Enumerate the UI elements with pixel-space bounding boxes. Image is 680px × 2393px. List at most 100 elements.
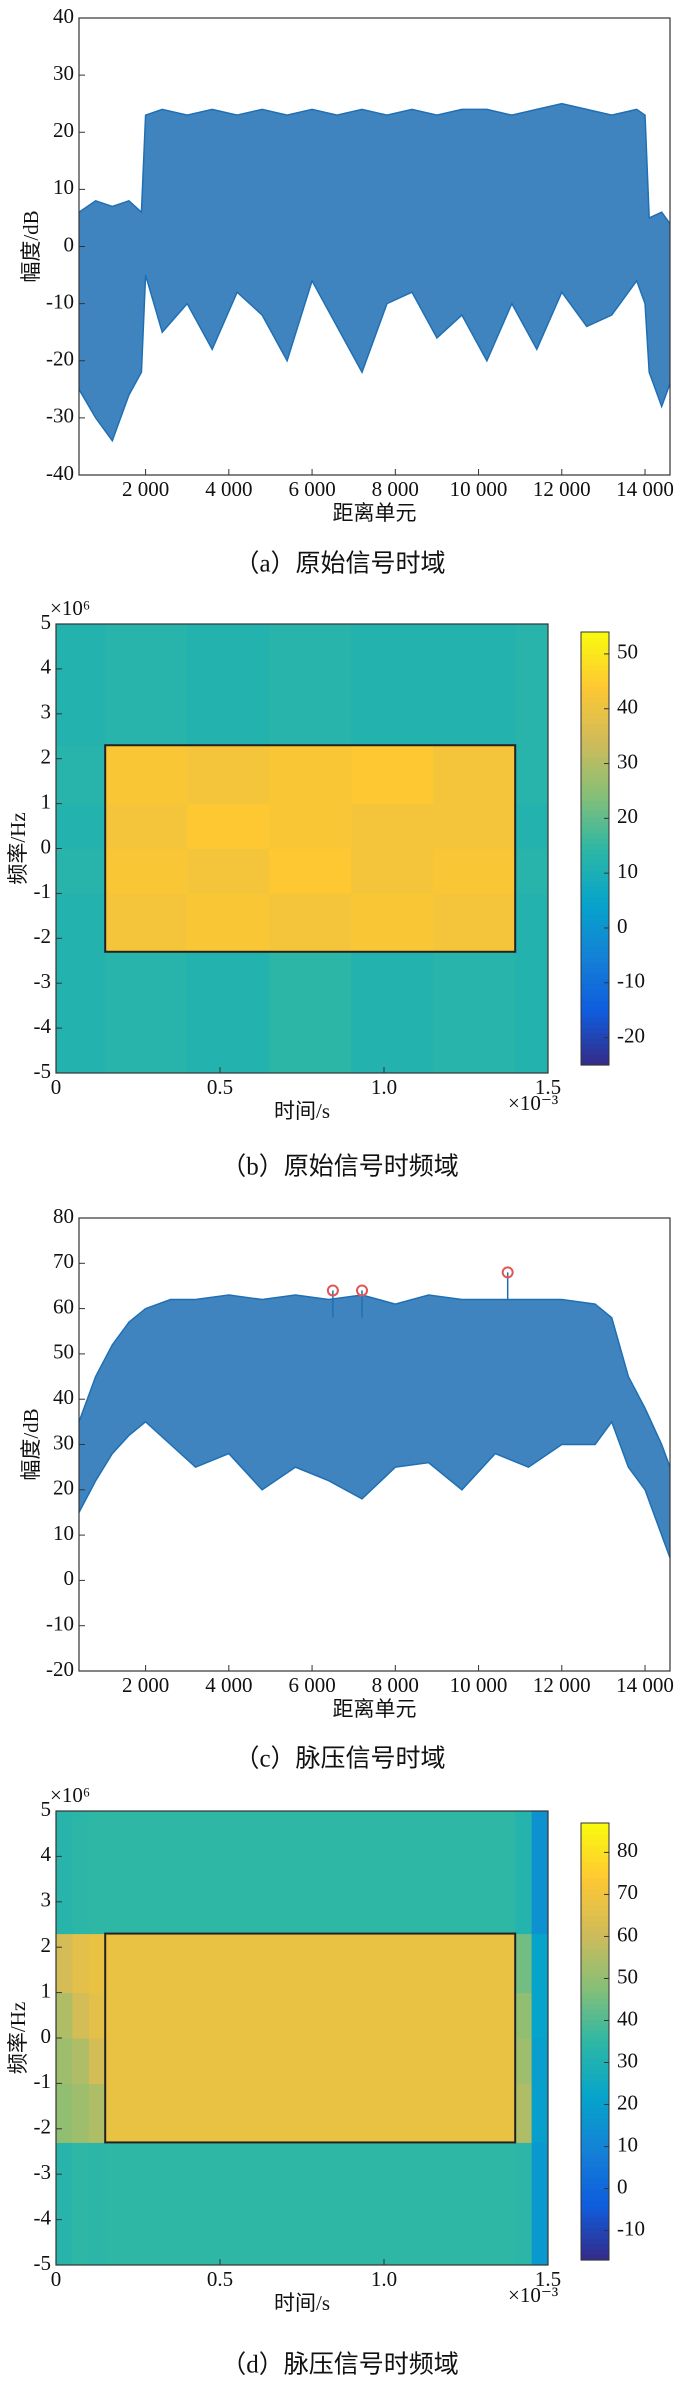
colorbar-frame bbox=[580, 631, 610, 1066]
colorbar-tick-label: 80 bbox=[617, 1838, 638, 1862]
y-tick-label: 0 bbox=[41, 2024, 52, 2048]
colorbar-segment bbox=[581, 702, 609, 709]
heat-cell bbox=[269, 745, 352, 805]
colorbar-segment bbox=[581, 1992, 609, 1999]
colorbar-tick-label: 50 bbox=[617, 1964, 638, 1988]
heat-cell bbox=[515, 848, 549, 894]
colorbar-segment bbox=[581, 886, 609, 893]
heat-cell bbox=[515, 1933, 533, 1994]
signal-line bbox=[78, 274, 671, 443]
heat-cell bbox=[269, 803, 352, 849]
colorbar-segment bbox=[581, 1997, 609, 2004]
colorbar-segment bbox=[581, 1921, 609, 1928]
colorbar-tick-label: 20 bbox=[617, 804, 638, 828]
colorbar-segment bbox=[581, 2057, 609, 2064]
colorbar-segment bbox=[581, 2210, 609, 2217]
caption: （d）脉压信号时频域 bbox=[221, 2351, 459, 2379]
heat-cell bbox=[433, 848, 516, 894]
y-axis-label: 幅度/dB bbox=[19, 1408, 43, 1480]
colorbar-segment bbox=[581, 1861, 609, 1868]
heat-cell bbox=[187, 893, 270, 953]
colorbar-segment bbox=[581, 2188, 609, 2196]
colorbar-segment bbox=[581, 696, 609, 703]
y-tick-label: -40 bbox=[46, 461, 74, 485]
colorbar-segment bbox=[581, 2254, 609, 2261]
colorbar-segment bbox=[581, 1054, 609, 1061]
colorbar-segment bbox=[581, 1850, 609, 1857]
y-tick-label: 5 bbox=[41, 610, 52, 634]
colorbar-segment bbox=[581, 843, 609, 850]
colorbar-segment bbox=[581, 908, 609, 915]
heat-cell bbox=[433, 745, 516, 805]
colorbar-segment bbox=[581, 2232, 609, 2239]
colorbar-segment bbox=[581, 799, 609, 806]
colorbar-segment bbox=[581, 664, 609, 671]
colorbar-segment bbox=[581, 2139, 609, 2146]
x-tick-label: 0 bbox=[51, 2267, 62, 2291]
y-tick-label: -10 bbox=[46, 1612, 74, 1636]
colorbar-segment bbox=[581, 1823, 609, 1830]
colorbar-segment bbox=[581, 1883, 609, 1890]
x-tick-label: 1.0 bbox=[371, 1075, 397, 1099]
heat-cell bbox=[72, 2083, 90, 2143]
y-tick-label: -5 bbox=[34, 2251, 52, 2275]
colorbar-segment bbox=[581, 740, 609, 747]
peak-marker bbox=[501, 1266, 514, 1279]
heat-cell bbox=[515, 2142, 533, 2266]
colorbar-segment bbox=[581, 642, 609, 649]
colorbar-segment bbox=[581, 675, 609, 682]
colorbar-segment bbox=[581, 897, 609, 904]
colorbar-tick-label: 10 bbox=[617, 2132, 638, 2156]
x-tick-label: 0.5 bbox=[207, 2267, 233, 2291]
colorbar-segment bbox=[581, 1844, 609, 1851]
y-tick-label: 2 bbox=[41, 745, 52, 769]
colorbar-segment bbox=[581, 2205, 609, 2212]
colorbar-segment bbox=[581, 1877, 609, 1884]
heat-cell bbox=[269, 893, 352, 953]
colorbar-segment bbox=[581, 972, 609, 979]
colorbar-segment bbox=[581, 1894, 609, 1901]
heat-cell bbox=[72, 1811, 90, 1935]
heat-cell bbox=[515, 1992, 533, 2039]
heat-cell bbox=[88, 2038, 106, 2084]
colorbar-segment bbox=[581, 2134, 609, 2141]
colorbar-segment bbox=[581, 1005, 609, 1012]
heat-cell bbox=[56, 2083, 73, 2143]
y-axis-label: 频率/Hz bbox=[6, 812, 30, 884]
x-tick-label: 8 000 bbox=[372, 1673, 419, 1697]
y-tick-label: 50 bbox=[53, 1340, 74, 1364]
peak-marker bbox=[356, 1284, 369, 1297]
x-axis-label: 时间/s bbox=[274, 1099, 330, 1123]
colorbar-segment bbox=[581, 2107, 609, 2114]
colorbar-segment bbox=[581, 1000, 609, 1007]
heat-cell bbox=[515, 893, 549, 953]
y-tick-label: 40 bbox=[53, 4, 74, 28]
y-tick-label: 10 bbox=[53, 175, 74, 199]
colorbar-segment bbox=[581, 2156, 609, 2163]
colorbar-segment bbox=[581, 983, 609, 990]
heat-cell bbox=[351, 745, 434, 805]
colorbar-segment bbox=[581, 929, 609, 936]
colorbar-segment bbox=[581, 805, 609, 812]
heat-cell bbox=[351, 848, 434, 894]
y-tick-label: 3 bbox=[41, 1888, 52, 1912]
colorbar-segment bbox=[581, 1833, 609, 1840]
colorbar-segment bbox=[581, 2178, 609, 2185]
heat-cell bbox=[515, 803, 549, 849]
colorbar-segment bbox=[581, 2172, 609, 2179]
colorbar-segment bbox=[581, 761, 609, 768]
heat-cell bbox=[515, 2083, 533, 2143]
colorbar-tick-label: -10 bbox=[617, 2216, 645, 2240]
y-tick-label: 1 bbox=[41, 1978, 52, 2002]
x-tick-label: 6 000 bbox=[288, 477, 335, 501]
colorbar-segment bbox=[581, 2046, 609, 2054]
y-multiplier: ×10⁶ bbox=[50, 596, 90, 620]
y-tick-label: 20 bbox=[53, 1476, 74, 1500]
colorbar-segment bbox=[581, 837, 609, 844]
colorbar-tick-label: 50 bbox=[617, 640, 638, 664]
y-multiplier: ×10⁶ bbox=[50, 1783, 90, 1807]
y-axis-label: 频率/Hz bbox=[6, 2002, 30, 2074]
colorbar-segment bbox=[581, 1059, 609, 1066]
colorbar-segment bbox=[581, 2074, 609, 2081]
